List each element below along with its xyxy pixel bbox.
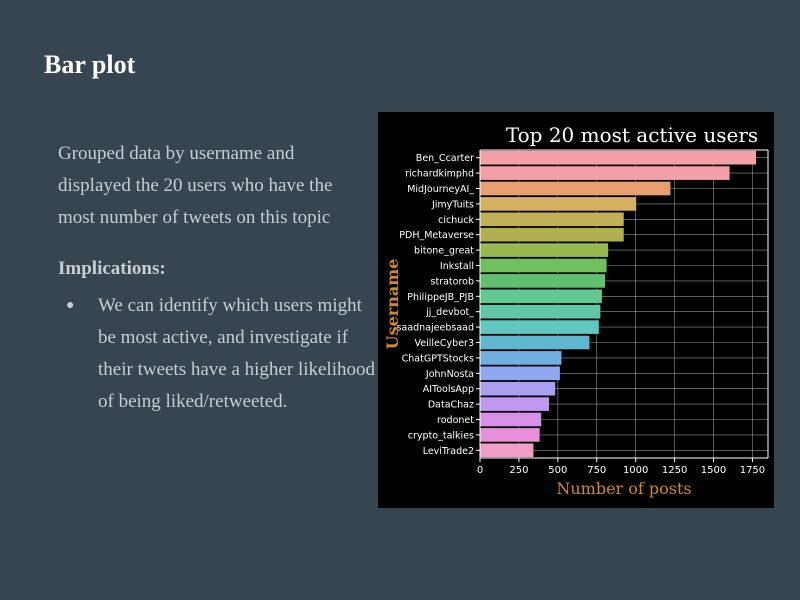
y-tick-label: crypto_talkies [408, 430, 474, 441]
bar [479, 212, 624, 227]
y-tick-label: cichuck [438, 215, 474, 226]
bar [479, 304, 601, 319]
bar-chart-svg: Top 20 most active users 0 250 500 750 1000 12… [383, 123, 769, 498]
description-text: Grouped data by username and displayed t… [58, 143, 333, 228]
bullet-text: We can identify which users might be mos… [98, 295, 375, 412]
bar [479, 443, 534, 458]
x-tick-label: 250 [509, 465, 528, 476]
bar [479, 397, 549, 411]
y-tick-label: stratorob [431, 276, 474, 287]
y-tick-label: rodonet [437, 415, 474, 426]
bar [479, 335, 590, 350]
y-tick-label: PDH_Metaverse [399, 230, 474, 241]
y-tick-label: DataChaz [428, 400, 474, 411]
x-tick-label: 1000 [623, 465, 648, 476]
y-tick-label: Ben_Ccarter [416, 153, 474, 164]
bar [479, 428, 540, 442]
y-tick-label: JimyTuits [431, 199, 474, 210]
bar [479, 166, 730, 180]
bar [479, 227, 624, 242]
x-tick-label: 1500 [701, 465, 726, 476]
bar [479, 351, 562, 365]
y-tick-label: jj_devbot_ [425, 307, 474, 318]
x-tick-label: 0 [477, 465, 483, 476]
bar [479, 289, 602, 304]
y-axis-label: Username [383, 259, 402, 350]
bullet-item: ● We can identify which users might be m… [66, 290, 376, 418]
bar [479, 181, 671, 196]
bar [479, 320, 599, 334]
bar [479, 274, 606, 288]
bar [479, 412, 542, 427]
x-tick-label: 1250 [662, 465, 687, 476]
y-tick-label: AIToolsApp [423, 384, 474, 395]
x-tick-label: 750 [587, 465, 606, 476]
bar [479, 150, 757, 165]
y-tick-label: LeviTrade2 [423, 446, 474, 457]
bar-chart: Top 20 most active users 0 250 500 750 1000 12… [378, 112, 774, 508]
x-tick-label: 1750 [740, 465, 765, 476]
y-tick-label: MidJourneyAI_ [407, 184, 474, 195]
chart-title: Top 20 most active users [506, 123, 758, 147]
bar [479, 258, 607, 273]
bullet-dot-icon: ● [66, 298, 75, 313]
x-tick-label: 500 [548, 465, 567, 476]
y-tick-label: Inkstall [440, 261, 474, 272]
slide-title: Bar plot [44, 50, 136, 79]
bar [479, 381, 556, 396]
y-tick-label: bitone_great [414, 246, 474, 257]
bar [479, 366, 560, 381]
y-tick-label: JohnNosta [425, 369, 474, 380]
y-tick-label: ChatGPTStocks [402, 353, 474, 364]
x-axis-label: Number of posts [556, 479, 691, 498]
bar [479, 197, 637, 211]
y-tick-label: richardkimphd [405, 169, 474, 180]
y-tick-label: VeilleCyber3 [415, 338, 474, 349]
y-tick-label: PhilippeJB_PJB [407, 292, 474, 303]
y-tick-label: saadnajeebsaad [397, 323, 474, 334]
implications-list: ● We can identify which users might be m… [66, 290, 376, 418]
implications-heading: Implications: [58, 258, 166, 279]
bar [479, 243, 609, 257]
